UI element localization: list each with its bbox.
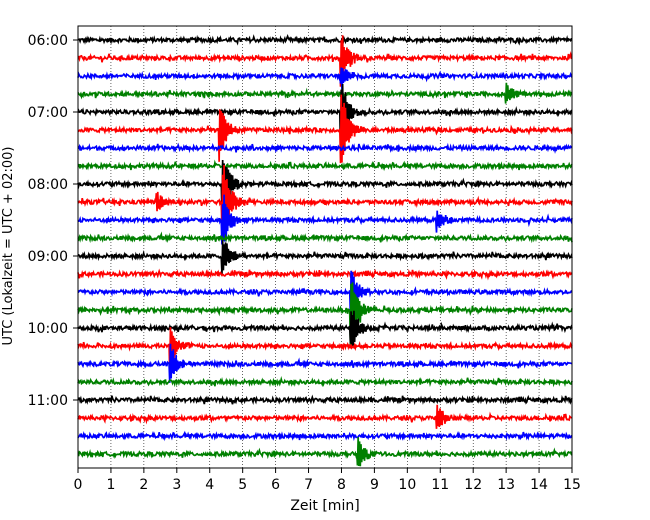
- trace-line: [77, 430, 573, 442]
- y-tick-label: 08:00: [28, 177, 68, 193]
- x-tick-label: 1: [106, 477, 115, 493]
- trace-line: [77, 270, 573, 314]
- x-tick-label: 7: [304, 477, 313, 493]
- trace-line: [77, 404, 573, 429]
- y-tick-label: 11:00: [28, 393, 68, 409]
- x-tick-label: 8: [337, 477, 346, 493]
- trace-line: [77, 394, 573, 406]
- trace-line: [77, 35, 573, 87]
- trace-group: [77, 33, 573, 467]
- x-tick-label: 10: [398, 477, 416, 493]
- trace-line: [77, 194, 573, 245]
- trace-line: [77, 327, 573, 372]
- x-tick-label: 12: [464, 477, 482, 493]
- x-tick-label: 6: [271, 477, 280, 493]
- trace-line: [77, 310, 573, 347]
- y-tick-label: 10:00: [28, 321, 68, 337]
- trace-line: [77, 142, 573, 154]
- y-tick-label: 09:00: [28, 249, 68, 265]
- x-tick-label: 14: [530, 477, 548, 493]
- x-axis-label: Zeit [min]: [290, 498, 359, 514]
- trace-line: [77, 282, 573, 345]
- trace-line: [77, 165, 573, 239]
- x-tick-label: 11: [431, 477, 449, 493]
- trace-line: [77, 343, 573, 383]
- trace-line: [77, 437, 573, 467]
- trace-line: [77, 67, 573, 90]
- trace-line: [77, 94, 573, 164]
- y-axis: 06:00 07:00 08:00 09:00 10:00 11:00: [28, 33, 78, 409]
- y-tick-label: 06:00: [28, 33, 68, 49]
- trace-line: [77, 82, 573, 104]
- y-axis-label: UTC (Lokalzeit = UTC + 02:00): [1, 147, 16, 346]
- trace-line: [77, 83, 573, 149]
- trace-line: [78, 240, 573, 275]
- trace-line: [77, 159, 573, 172]
- x-tick-label: 0: [74, 477, 83, 493]
- x-tick-label: 2: [139, 477, 148, 493]
- x-tick-label: 4: [205, 477, 214, 493]
- x-tick-label: 15: [563, 477, 581, 493]
- trace-line: [77, 33, 573, 46]
- x-tick-label: 5: [238, 477, 247, 493]
- x-tick-label: 9: [370, 477, 379, 493]
- trace-line: [77, 231, 573, 244]
- plot-frame: [77, 25, 573, 469]
- trace-line: [77, 268, 573, 281]
- x-tick-label: 13: [497, 477, 515, 493]
- trace-line: [77, 159, 573, 217]
- y-tick-label: 07:00: [28, 105, 68, 121]
- x-axis: 0 1 2 3 4 5 6 7 8 9 10 11 12 13 14 15: [74, 468, 581, 493]
- x-tick-label: 3: [172, 477, 181, 493]
- trace-line: [77, 375, 573, 388]
